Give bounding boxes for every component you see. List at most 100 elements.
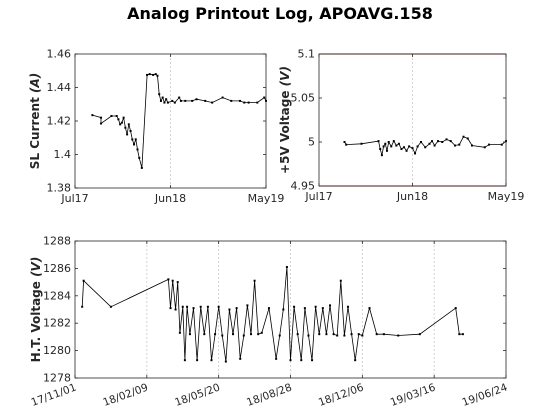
ht-data-point bbox=[343, 334, 346, 337]
v5-data-point bbox=[390, 145, 393, 148]
ht-data-point bbox=[206, 305, 209, 308]
sl-ytick-label: 1.4 bbox=[54, 148, 72, 161]
v5-data-point bbox=[428, 142, 431, 145]
sl-ylabel-unit: (A) bbox=[28, 73, 42, 93]
ht-data-point bbox=[275, 357, 278, 360]
sl-xtick-label: Jun18 bbox=[154, 192, 186, 205]
v5-series-line bbox=[344, 136, 507, 156]
sl-data-point bbox=[152, 73, 155, 76]
v5-data-point bbox=[458, 143, 461, 146]
v5-data-point bbox=[397, 142, 400, 145]
sl-data-point bbox=[140, 166, 143, 169]
ht-data-point bbox=[246, 304, 249, 307]
ht-data-point bbox=[357, 333, 360, 336]
sl-data-point bbox=[148, 73, 151, 76]
ht-data-point bbox=[178, 331, 181, 334]
sl-data-point bbox=[230, 99, 233, 102]
v5-data-point bbox=[488, 143, 490, 146]
ht-data-point bbox=[339, 279, 342, 282]
ht-xtick-label: 18/05/20 bbox=[173, 382, 221, 409]
v5-data-point bbox=[500, 143, 503, 146]
sl-data-point bbox=[129, 130, 132, 133]
ht-data-point bbox=[181, 305, 184, 308]
sl-data-point bbox=[115, 114, 118, 117]
v5-data-point bbox=[387, 141, 390, 143]
sl-data-point bbox=[161, 96, 164, 99]
sl-data-point bbox=[166, 101, 169, 104]
ht-ytick-label: 1280 bbox=[43, 344, 71, 357]
ht-data-point bbox=[296, 333, 299, 336]
sl-data-point bbox=[191, 99, 194, 102]
sl-ytick-label: 1.38 bbox=[47, 182, 72, 195]
sl-data-point bbox=[91, 114, 94, 117]
v5-data-point bbox=[400, 148, 403, 151]
ht-data-point bbox=[203, 333, 206, 336]
sl-data-point bbox=[238, 99, 241, 102]
sl-data-point bbox=[159, 99, 162, 102]
v5-data-point bbox=[437, 140, 439, 143]
v5-data-point bbox=[343, 141, 346, 143]
v5-ytick-label: 5.05 bbox=[291, 92, 316, 105]
ht-data-point bbox=[192, 307, 195, 310]
sl-ytick-label: 1.44 bbox=[47, 81, 72, 94]
ht-data-point bbox=[332, 333, 335, 336]
ht-data-point bbox=[307, 334, 310, 337]
ht-data-point bbox=[235, 307, 238, 310]
v5-ytick-label: 4.95 bbox=[291, 180, 316, 193]
sl-data-point bbox=[221, 96, 224, 99]
ht-ylabel: H.T. Voltage (V) bbox=[29, 257, 43, 363]
sl-data-point bbox=[263, 96, 266, 99]
ht-xtick-label: 17/11/01 bbox=[30, 382, 78, 409]
v5-data-point bbox=[483, 146, 486, 149]
ht-xtick-label: 18/02/09 bbox=[101, 382, 149, 409]
v5-data-point bbox=[392, 140, 395, 143]
sl-data-point bbox=[171, 99, 174, 102]
ht-xtick-label: 19/06/24 bbox=[461, 381, 510, 409]
ht-data-point bbox=[174, 308, 177, 311]
ht-data-point bbox=[293, 305, 296, 308]
v5-data-point bbox=[405, 149, 408, 152]
ht-data-point bbox=[186, 305, 189, 308]
ht-data-point bbox=[224, 360, 227, 363]
ht-data-point bbox=[82, 279, 85, 282]
ht-data-point bbox=[169, 307, 172, 310]
ht-data-point bbox=[458, 333, 461, 336]
v5-data-point bbox=[445, 138, 448, 141]
v5-data-point bbox=[395, 144, 398, 147]
ht-data-point bbox=[318, 333, 321, 336]
v5-data-point bbox=[462, 135, 465, 138]
v5-axes: 4.95 5 5.05 5.1 Jul17 Jun18 May19 +5V Voltage (… bbox=[278, 48, 524, 204]
sl-data-point bbox=[158, 93, 161, 96]
v5-data-point bbox=[449, 140, 452, 143]
ht-data-point bbox=[257, 333, 260, 336]
ht-data-point bbox=[278, 334, 281, 337]
ht-ytick-label: 1286 bbox=[43, 262, 71, 275]
ht-data-point bbox=[249, 333, 252, 336]
ht-axes: 1278 1280 1282 1284 1286 1288 17/11/01 18/02/09… bbox=[29, 235, 509, 409]
ht-data-point bbox=[461, 333, 464, 336]
ht-data-point bbox=[382, 333, 385, 336]
sl-data-point bbox=[136, 148, 139, 151]
sl-series-line bbox=[92, 73, 267, 169]
v5-ytick-label: 5.1 bbox=[298, 48, 316, 61]
v5-data-point bbox=[416, 145, 419, 148]
ht-data-point bbox=[368, 307, 371, 310]
v5-data-point bbox=[411, 147, 414, 150]
sl-data-point bbox=[119, 123, 122, 126]
sl-data-point bbox=[131, 138, 134, 141]
ht-data-point bbox=[282, 308, 285, 311]
sl-data-point bbox=[126, 133, 129, 136]
ht-xtick-label: 18/12/06 bbox=[317, 381, 366, 409]
v5-data-point bbox=[414, 152, 417, 155]
ht-data-point bbox=[300, 359, 303, 362]
ht-xtick-label: 18/08/28 bbox=[245, 382, 293, 409]
sl-data-point bbox=[100, 116, 103, 119]
v5-ylabel-unit: (V) bbox=[278, 66, 292, 86]
ht-data-point bbox=[109, 305, 112, 308]
ht-ylabel-text: H.T. Voltage bbox=[29, 277, 43, 362]
sl-data-point bbox=[247, 101, 250, 104]
ht-data-point bbox=[418, 333, 421, 336]
sl-data-point bbox=[127, 123, 130, 126]
sl-data-point bbox=[243, 101, 246, 104]
